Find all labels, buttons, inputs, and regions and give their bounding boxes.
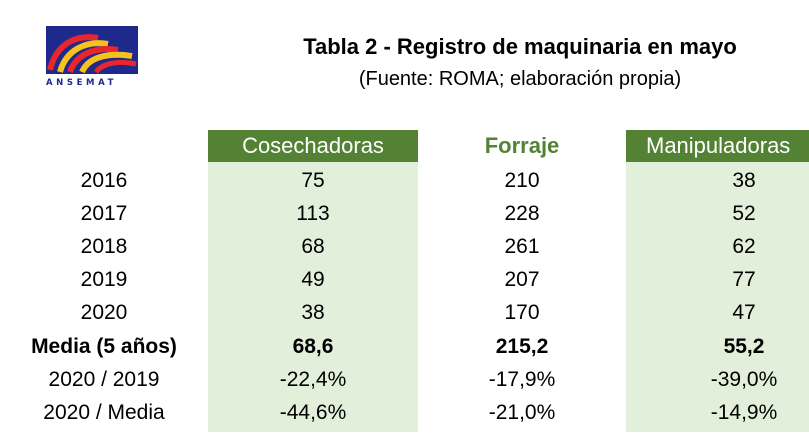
- cell-cosechadoras: 75: [301, 169, 325, 192]
- cell-manipuladoras: 55,2: [723, 335, 765, 358]
- row-label: 2016: [80, 169, 128, 192]
- cell-cosechadoras: -44,6%: [279, 401, 347, 424]
- table-row: 2016 75 210 38: [0, 164, 809, 197]
- table-title: Tabla 2 - Registro de maquinaria en mayo: [303, 34, 737, 59]
- row-label: 2020 / Media: [43, 401, 165, 424]
- cell-manipuladoras: 52: [732, 202, 756, 225]
- ansemat-logo: ANSEMAT: [46, 26, 138, 92]
- table-row: 2018 68 261 62: [0, 230, 809, 263]
- column-fill-manipuladoras: [626, 162, 809, 432]
- cell-cosechadoras: 113: [296, 202, 330, 225]
- logo-text: ANSEMAT: [46, 78, 117, 88]
- row-label: Media (5 años): [31, 335, 177, 358]
- cell-cosechadoras: 38: [301, 301, 325, 324]
- cell-manipuladoras: -39,0%: [710, 368, 778, 391]
- cell-manipuladoras: 47: [732, 301, 756, 324]
- cell-forraje: 207: [504, 268, 540, 291]
- column-header-forraje: Forraje: [484, 133, 560, 158]
- table-row: 2020 / Media -44,6% -21,0% -14,9%: [0, 396, 809, 429]
- table-row: 2017 113 228 52: [0, 197, 809, 230]
- table-row: 2019 49 207 77: [0, 263, 809, 296]
- table-row: 2020 / 2019 -22,4% -17,9% -39,0%: [0, 363, 809, 396]
- cell-forraje: 261: [504, 235, 540, 258]
- row-label: 2019: [80, 268, 128, 291]
- cell-manipuladoras: 38: [732, 169, 756, 192]
- cell-forraje: -17,9%: [488, 368, 556, 391]
- logo-icon: [46, 26, 138, 74]
- cell-manipuladoras: 77: [732, 268, 756, 291]
- row-label: 2020: [80, 301, 128, 324]
- cell-cosechadoras: -22,4%: [279, 368, 347, 391]
- cell-manipuladoras: -14,9%: [710, 401, 778, 424]
- cell-cosechadoras: 68,6: [292, 335, 334, 358]
- row-label: 2018: [80, 235, 128, 258]
- cell-forraje: 210: [504, 169, 540, 192]
- column-fill-cosechadoras: [208, 162, 418, 432]
- table-row: 2020 38 170 47: [0, 296, 809, 329]
- cell-forraje: 228: [504, 202, 540, 225]
- cell-forraje: -21,0%: [488, 401, 556, 424]
- column-header-cosechadoras: Cosechadoras: [208, 130, 418, 162]
- cell-forraje: 170: [504, 301, 540, 324]
- column-header-manipuladoras: Manipuladoras: [626, 130, 809, 162]
- cell-cosechadoras: 49: [301, 268, 325, 291]
- table-subtitle: (Fuente: ROMA; elaboración propia): [358, 68, 682, 90]
- row-label: 2020 / 2019: [48, 368, 160, 391]
- table-row-average: Media (5 años) 68,6 215,2 55,2: [0, 330, 809, 363]
- row-label: 2017: [80, 202, 128, 225]
- cell-manipuladoras: 62: [732, 235, 756, 258]
- cell-forraje: 215,2: [495, 335, 549, 358]
- cell-cosechadoras: 68: [301, 235, 325, 258]
